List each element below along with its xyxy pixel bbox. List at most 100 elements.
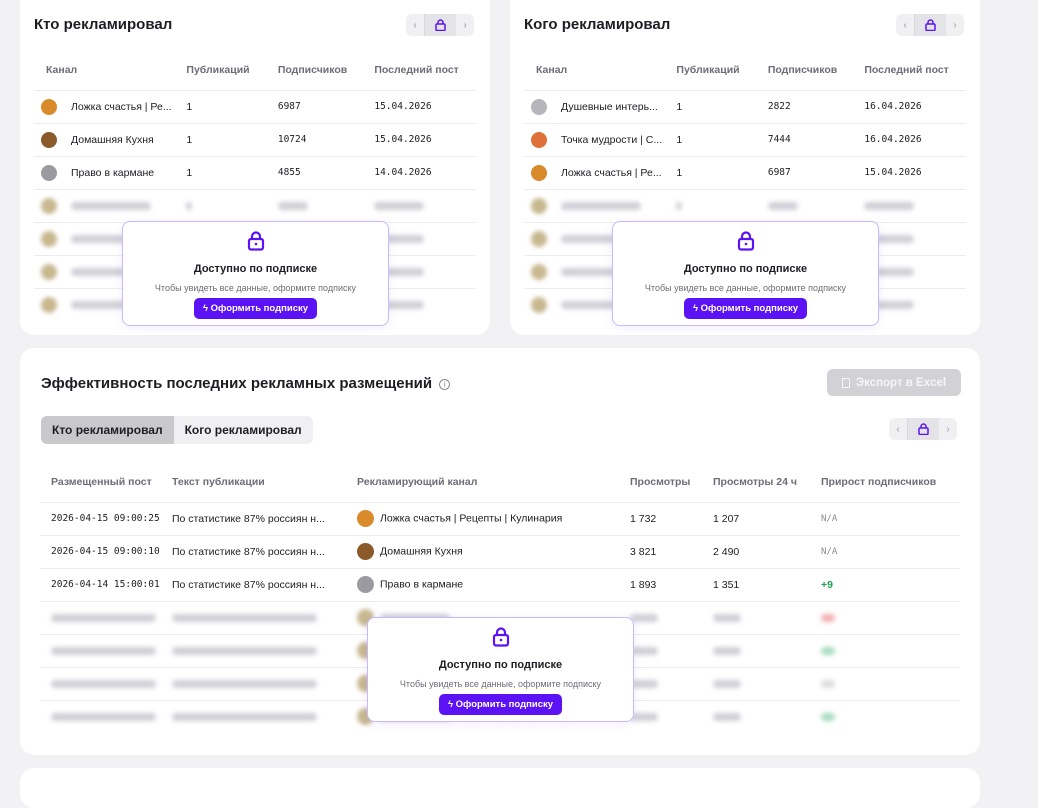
last-post: 15.04.2026 [374, 89, 476, 123]
last-post: 14.04.2026 [374, 155, 476, 189]
paywall-title: Доступно по подписке [683, 263, 808, 275]
channel-avatar [41, 164, 57, 181]
blurred-row [34, 188, 476, 222]
subscriber-growth: N/A [821, 501, 960, 535]
next-card [20, 768, 980, 808]
publications: 1 [186, 89, 278, 123]
post-date[interactable]: 2026-04-15 09:00:25 [41, 501, 172, 535]
channel-name[interactable]: Ложка счастья | Ре... [71, 100, 172, 113]
views-24h: 2 490 [713, 534, 821, 568]
lightning-icon: ϟ [447, 699, 453, 710]
subscribe-button[interactable]: ϟ Оформить подписку [683, 298, 808, 319]
card-title: Кого рекламировал [524, 16, 671, 33]
post-text: По статистике 87% россиян н... [172, 534, 357, 568]
table-row[interactable]: Право в кармане 1 4855 14.04.2026 [34, 155, 476, 189]
column-header: Канал [536, 63, 568, 76]
lightning-icon: ϟ [692, 303, 698, 314]
paywall-title: Доступно по подписке [193, 263, 318, 275]
column-header: Публикаций [186, 63, 250, 76]
table-row[interactable]: 2026-04-15 09:00:10 По статистике 87% ро… [41, 534, 960, 568]
subscribe-link[interactable]: оформите подписку [518, 679, 602, 689]
export-excel-button[interactable]: Экспорт в Excel [827, 369, 961, 396]
section-title: Эффективность последних рекламных размещ… [41, 375, 451, 392]
channel-avatar [41, 98, 57, 115]
channel-name[interactable]: Право в кармане [71, 166, 155, 179]
tabs: Кто рекламировал Кого рекламировал [41, 416, 313, 444]
table-row[interactable]: Душевные интерь... 1 2822 16.04.2026 [524, 89, 966, 123]
channel-name[interactable]: Ложка счастья | Рецепты | Кулинария [380, 512, 563, 525]
channel-avatar [41, 131, 57, 148]
channel-name[interactable]: Ложка счастья | Ре... [561, 166, 662, 179]
post-date[interactable]: 2026-04-15 09:00:10 [41, 534, 172, 568]
column-header: Просмотры [630, 475, 691, 488]
last-post: 15.04.2026 [864, 155, 966, 189]
channel-avatar [357, 543, 374, 560]
subscribe-button[interactable]: ϟ Оформить подписку [438, 694, 563, 715]
subscribers: 2822 [767, 89, 865, 123]
views-24h: 1 351 [713, 567, 821, 601]
channel-avatar [531, 98, 547, 115]
card-title: Кто рекламировал [34, 16, 173, 33]
channel-avatar [357, 510, 374, 527]
last-post: 15.04.2026 [374, 122, 476, 156]
paywall-overlay: Доступно по подписке Чтобы увидеть все д… [122, 221, 389, 326]
table-row[interactable]: 2026-04-15 09:00:25 По статистике 87% ро… [41, 501, 960, 535]
subscribers: 6987 [767, 155, 865, 189]
table-row[interactable]: Ложка счастья | Ре... 1 6987 15.04.2026 [524, 155, 966, 189]
subscribers: 7444 [767, 122, 865, 156]
lock-icon [613, 231, 878, 256]
paywall-overlay: Доступно по подписке Чтобы увидеть все д… [367, 617, 634, 722]
channel-name[interactable]: Домашняя Кухня [71, 133, 154, 146]
lock-icon [424, 14, 456, 36]
table-row[interactable]: Домашняя Кухня 1 10724 15.04.2026 [34, 122, 476, 156]
subscribe-button[interactable]: ϟ Оформить подписку [193, 298, 318, 319]
next-page-button[interactable]: › [463, 19, 467, 31]
pagination: ‹ › [406, 14, 474, 36]
subscribe-link[interactable]: оформите подписку [763, 283, 847, 293]
prev-page-button[interactable]: ‹ [413, 19, 417, 31]
post-text: По статистике 87% россиян н... [172, 501, 357, 535]
subscribers: 4855 [277, 155, 375, 189]
views: 1 893 [630, 567, 713, 601]
channel-name[interactable]: Душевные интерь... [561, 100, 658, 113]
paywall-title: Доступно по подписке [438, 659, 563, 671]
table-row[interactable]: Ложка счастья | Ре... 1 6987 15.04.2026 [34, 89, 476, 123]
paywall-overlay: Доступно по подписке Чтобы увидеть все д… [612, 221, 879, 326]
paywall-text: Чтобы увидеть все данные, оформите подпи… [154, 283, 357, 293]
lightning-icon: ϟ [202, 303, 208, 314]
views: 3 821 [630, 534, 713, 568]
tab-whom-advertised[interactable]: Кого рекламировал [184, 423, 302, 437]
channel-avatar [531, 131, 547, 148]
column-header: Канал [46, 63, 78, 76]
whom-advertised-card: Кого рекламировал ‹ › Канал Публикаций Под… [510, 0, 980, 335]
next-page-button[interactable]: › [946, 423, 950, 435]
subscribers: 6987 [277, 89, 375, 123]
post-date[interactable]: 2026-04-14 15:00:01 [41, 567, 172, 601]
channel-name[interactable]: Домашняя Кухня [380, 545, 463, 558]
channel-name[interactable]: Право в кармане [380, 578, 464, 591]
subscriber-growth: +9 [821, 567, 960, 601]
column-header: Публикаций [676, 63, 740, 76]
publications: 1 [676, 89, 768, 123]
section-title-text: Эффективность последних рекламных размещ… [41, 375, 433, 392]
subscribe-link[interactable]: оформите подписку [273, 283, 357, 293]
info-icon[interactable]: i [439, 378, 451, 390]
table-row[interactable]: Точка мудрости | С... 1 7444 16.04.2026 [524, 122, 966, 156]
views: 1 732 [630, 501, 713, 535]
tab-who-advertised[interactable]: Кто рекламировал [41, 416, 174, 444]
channel-name[interactable]: Точка мудрости | С... [561, 133, 663, 146]
next-page-button[interactable]: › [953, 19, 957, 31]
subscribers: 10724 [277, 122, 375, 156]
prev-page-button[interactable]: ‹ [903, 19, 907, 31]
lock-icon [368, 627, 633, 652]
prev-page-button[interactable]: ‹ [896, 423, 900, 435]
column-header: Подписчиков [277, 63, 348, 76]
subscriber-growth: N/A [821, 534, 960, 568]
publications: 1 [186, 122, 278, 156]
last-post: 16.04.2026 [864, 89, 966, 123]
pagination: ‹ › [896, 14, 964, 36]
file-icon [841, 377, 850, 388]
publications: 1 [676, 122, 768, 156]
table-row[interactable]: 2026-04-14 15:00:01 По статистике 87% ро… [41, 567, 960, 601]
paywall-text: Чтобы увидеть все данные, оформите подпи… [644, 283, 847, 293]
